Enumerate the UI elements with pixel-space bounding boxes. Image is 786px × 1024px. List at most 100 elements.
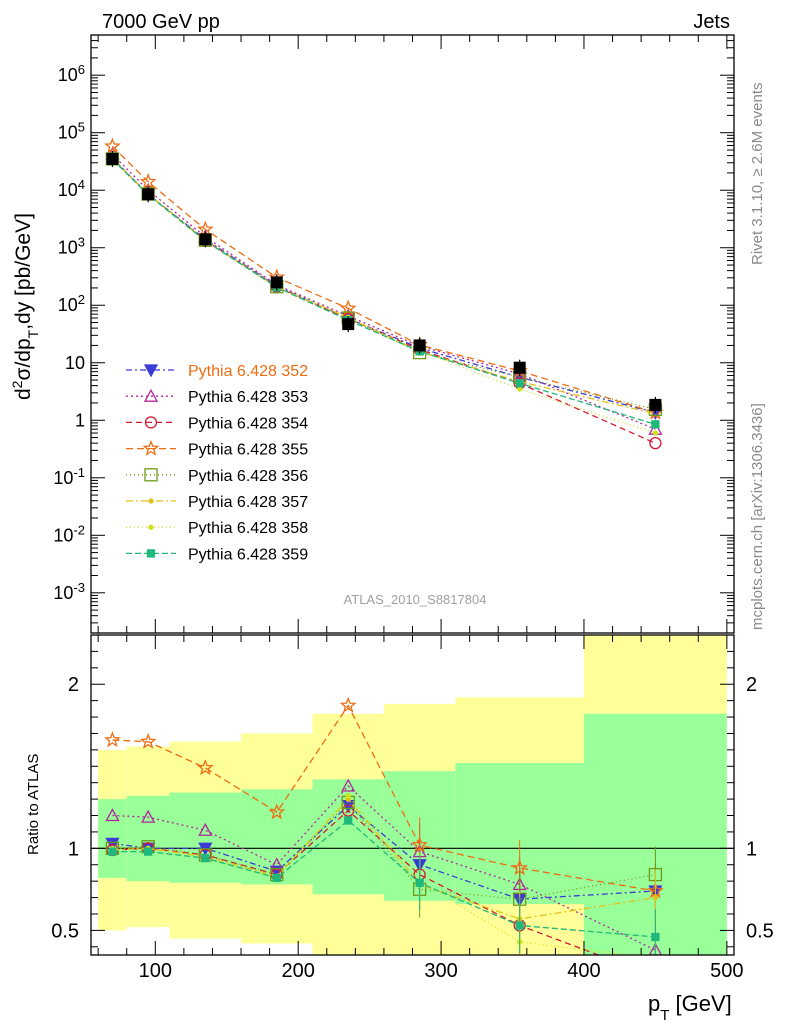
point-marker	[652, 430, 659, 436]
point-marker	[651, 420, 660, 429]
series-line	[111, 158, 656, 425]
point-marker	[653, 956, 657, 960]
point-marker	[104, 731, 121, 748]
point-marker	[652, 894, 659, 901]
point-marker	[339, 696, 357, 713]
point-marker	[143, 388, 159, 402]
ratio-series-7	[108, 816, 660, 955]
point-marker	[148, 524, 154, 530]
point-marker	[341, 778, 356, 792]
point-marker	[197, 759, 214, 776]
legend-item-1: Pythia 6.428 353	[126, 388, 308, 406]
main-ylabel: d2σ/dpT,dy [pb/GeV]	[9, 213, 41, 400]
band-inner	[126, 795, 170, 882]
data-point	[199, 233, 212, 246]
data-point	[413, 339, 426, 352]
y-tick-label: 104	[58, 177, 85, 201]
legend-label: Pythia 6.428 358	[188, 520, 308, 537]
main-series-layer	[104, 137, 664, 450]
ratio-tick-label-right: 2	[746, 674, 757, 696]
point-marker	[143, 364, 159, 378]
point-marker	[272, 873, 281, 883]
point-marker	[139, 172, 157, 189]
point-marker	[144, 468, 158, 482]
ratio-series-layer	[104, 696, 664, 982]
legend-label: Pythia 6.428 354	[188, 415, 308, 432]
ratio-line	[112, 704, 656, 892]
main-series-7	[108, 155, 660, 429]
y-tick-label: 1	[75, 410, 85, 430]
point-marker	[142, 439, 160, 456]
x-tick-label: 200	[282, 960, 315, 982]
y-tick-label: 102	[58, 292, 85, 316]
point-marker	[268, 803, 286, 820]
ratio-tick-label-left: 2	[68, 674, 79, 696]
y-tick-label: 10-2	[53, 522, 85, 546]
data-point	[106, 152, 119, 165]
ratio-series-3	[104, 696, 664, 919]
ratio-line	[112, 785, 656, 951]
point-marker	[104, 137, 121, 154]
point-marker	[345, 793, 351, 799]
legend-item-2: Pythia 6.428 354	[126, 415, 308, 432]
ratio-ylabel: Ratio to ATLAS	[25, 754, 42, 855]
point-marker	[139, 732, 157, 749]
point-marker	[411, 836, 428, 853]
data-point	[513, 361, 526, 374]
legend-item-0: Pythia 6.428 352	[126, 363, 308, 380]
x-tick-label: 400	[567, 960, 600, 982]
x-tick-label: 100	[139, 960, 172, 982]
point-marker	[344, 816, 353, 825]
legend-item-6: Pythia 6.428 358	[126, 520, 308, 537]
ratio-line	[112, 798, 656, 920]
series-line	[111, 157, 656, 414]
point-marker	[517, 386, 523, 392]
point-marker	[511, 859, 528, 876]
point-marker	[651, 932, 660, 942]
y-tick-label: 10-1	[53, 464, 85, 488]
point-marker	[146, 549, 156, 558]
legend-item-3: Pythia 6.428 355	[126, 439, 308, 459]
ratio-line	[112, 819, 656, 938]
series-line	[111, 158, 656, 415]
ratio-tick-label-left: 0.5	[51, 920, 79, 942]
legend-label: Pythia 6.428 359	[188, 546, 308, 563]
ratio-tick-label-right: 0.5	[746, 920, 774, 942]
point-marker	[198, 822, 213, 836]
data-point	[649, 398, 662, 411]
series-line	[111, 145, 656, 414]
legend: Pythia 6.428 352 Pythia 6.428 353 Pythia 6…	[126, 363, 308, 563]
point-marker	[269, 857, 284, 871]
main-frame	[90, 34, 735, 634]
band-inner	[169, 792, 242, 883]
point-marker	[108, 847, 117, 856]
data-point	[270, 276, 283, 289]
data-point	[342, 318, 355, 331]
header-left: 7000 GeV pp	[102, 11, 220, 33]
point-marker	[515, 921, 524, 930]
x-tick-label: 500	[710, 960, 743, 982]
x-tick-label: 300	[424, 960, 457, 982]
legend-item-5: Pythia 6.428 357	[126, 494, 308, 511]
mcplots-label: mcplots.cern.ch [arXiv:1306.3436]	[749, 403, 766, 630]
point-marker	[515, 379, 524, 388]
point-marker	[144, 416, 158, 429]
legend-label: Pythia 6.428 353	[188, 389, 308, 406]
legend-label: Pythia 6.428 356	[188, 468, 308, 485]
y-tick-label: 103	[58, 234, 85, 258]
y-tick-label: 10	[65, 353, 85, 373]
point-marker	[201, 854, 210, 863]
point-marker	[342, 804, 355, 817]
analysis-label: ATLAS_2010_S8817804	[344, 592, 487, 607]
legend-item-7: Pythia 6.428 359	[126, 546, 308, 563]
legend-label: Pythia 6.428 352	[188, 363, 308, 380]
y-tick-label: 105	[58, 119, 85, 143]
point-marker	[650, 971, 661, 982]
legend-label: Pythia 6.428 357	[188, 494, 308, 511]
ratio-tick-label-right: 1	[746, 838, 757, 860]
point-marker	[415, 878, 424, 887]
data-series	[106, 150, 662, 413]
y-tick-label: 10-3	[53, 579, 85, 603]
point-marker	[648, 942, 663, 955]
